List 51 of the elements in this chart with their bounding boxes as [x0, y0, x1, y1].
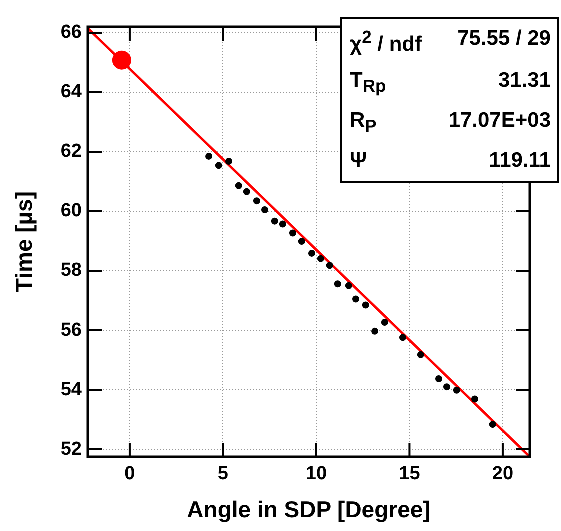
point — [334, 280, 342, 288]
x-axis-title: Angle in SDP [Degree] — [187, 496, 431, 523]
point — [471, 396, 478, 403]
x-tick-label: 20 — [492, 464, 514, 485]
annotation: 75.55 / 29 — [456, 26, 551, 52]
point — [271, 218, 278, 225]
point — [381, 318, 388, 326]
point — [279, 220, 286, 228]
point — [225, 158, 232, 166]
y-tick-label: 60 — [60, 200, 82, 222]
point — [345, 282, 352, 290]
annotation: Ψ — [350, 149, 368, 174]
y-tick-label: 56 — [60, 320, 82, 341]
point — [444, 384, 451, 391]
point — [243, 188, 250, 196]
point — [253, 198, 260, 205]
point — [372, 328, 379, 335]
point — [489, 421, 496, 428]
point — [298, 238, 306, 246]
x-tick-label: 10 — [306, 464, 328, 485]
point — [399, 334, 406, 342]
point — [206, 152, 213, 160]
point — [362, 302, 370, 309]
annotation: R$_{P}$ — [350, 108, 378, 138]
point — [317, 255, 324, 262]
y-tick-label: 58 — [60, 260, 82, 282]
x-tick-label: 5 — [218, 464, 229, 485]
y-tick-label: 66 — [60, 22, 82, 44]
annotation: 17.07E+03 — [448, 108, 551, 134]
point — [289, 230, 296, 237]
point — [352, 296, 360, 303]
x-tick-label: 0 — [124, 464, 136, 485]
point — [326, 262, 334, 270]
point — [215, 162, 222, 170]
annotation: χ$^{2}$ / ndf — [350, 26, 423, 57]
point — [235, 182, 242, 190]
y-tick-label: 62 — [60, 141, 82, 162]
annotation: T$_{Rp}$ — [350, 68, 388, 98]
point — [435, 376, 442, 383]
y-axis-title: Time [µs] — [11, 191, 38, 293]
annotation: 31.31 — [497, 68, 551, 94]
point — [261, 206, 268, 214]
annotation: 119.11 — [488, 149, 551, 174]
point — [112, 50, 132, 70]
point — [417, 351, 424, 358]
y-tick-label: 52 — [60, 438, 82, 460]
y-tick-label: 54 — [60, 379, 82, 400]
point — [308, 250, 316, 257]
point — [453, 386, 460, 394]
y-tick-label: 64 — [60, 82, 82, 103]
x-tick-label: 15 — [399, 464, 421, 485]
